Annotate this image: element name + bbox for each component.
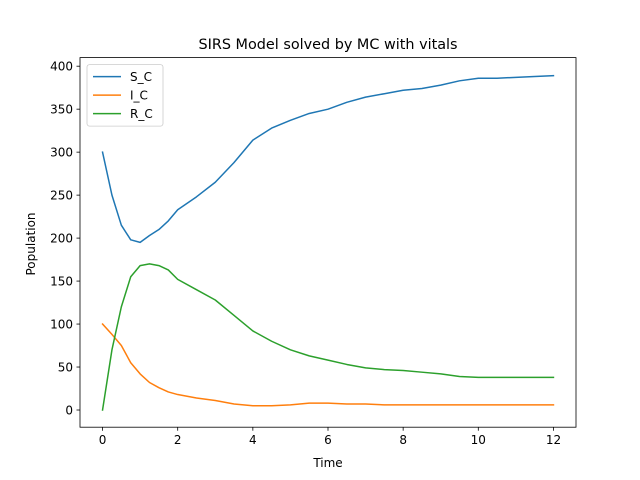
x-axis-label: Time [312, 456, 342, 470]
y-axis-label: Population [24, 212, 38, 275]
legend-label-s-c: S_C [130, 70, 152, 84]
series-line-i-c [101, 323, 555, 407]
legend-label-i-c: I_C [130, 89, 148, 103]
y-tick-label: 0 [65, 404, 73, 418]
x-tick-label: 8 [399, 433, 407, 447]
x-tick-label: 0 [99, 433, 107, 447]
y-tick-label: 50 [58, 361, 73, 375]
x-tick-label: 6 [324, 433, 332, 447]
series-line-s-c [101, 74, 555, 244]
y-tick-label: 250 [50, 189, 73, 203]
legend-box [86, 64, 164, 127]
x-tick-label: 4 [249, 433, 257, 447]
series-line-r-c [101, 263, 555, 411]
y-tick-label: 100 [50, 318, 73, 332]
axes: 0 2 4 6 8 10 12 0 50 100 150 200 250 300 350 400 [50, 57, 577, 447]
x-tick-label: 2 [174, 433, 182, 447]
plot-area [101, 74, 555, 411]
x-tick-label: 12 [546, 433, 561, 447]
chart-title: SIRS Model solved by MC with vitals [198, 37, 457, 53]
y-tick-label: 150 [50, 275, 73, 289]
x-tick-label: 10 [471, 433, 486, 447]
legend-label-r-c: R_C [130, 107, 153, 121]
y-tick-label: 350 [50, 103, 73, 117]
legend: S_C I_C R_C [86, 64, 164, 127]
y-tick-label: 400 [50, 60, 73, 74]
y-tick-label: 300 [50, 146, 73, 160]
y-tick-label: 200 [50, 232, 73, 246]
